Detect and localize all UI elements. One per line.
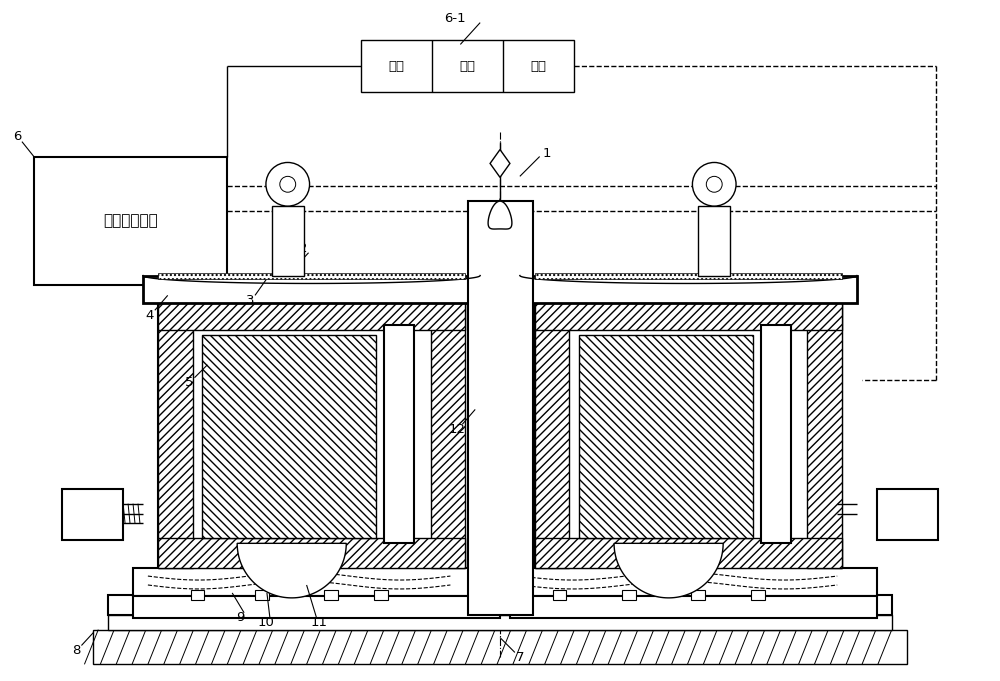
- Text: 11: 11: [311, 616, 328, 629]
- Bar: [191, 590, 204, 600]
- Circle shape: [266, 163, 310, 206]
- Bar: [158, 300, 465, 568]
- Bar: [468, 201, 533, 615]
- Bar: [579, 335, 753, 539]
- Text: 5: 5: [185, 376, 194, 389]
- Circle shape: [692, 163, 736, 206]
- Bar: [158, 272, 465, 279]
- Bar: [158, 300, 465, 330]
- Text: 8: 8: [72, 644, 81, 657]
- Bar: [431, 300, 465, 568]
- Circle shape: [280, 176, 296, 192]
- Text: 10: 10: [257, 616, 274, 629]
- Bar: [520, 276, 857, 303]
- Polygon shape: [614, 543, 723, 598]
- Bar: [535, 300, 569, 568]
- Bar: [108, 615, 892, 630]
- Bar: [158, 300, 193, 568]
- Polygon shape: [488, 201, 512, 229]
- Bar: [324, 590, 338, 600]
- Bar: [761, 325, 791, 543]
- Text: 夹紧: 夹紧: [460, 60, 476, 73]
- Text: 12: 12: [449, 423, 466, 436]
- Bar: [374, 590, 388, 600]
- Bar: [807, 300, 842, 568]
- Bar: [553, 590, 566, 600]
- Text: 3: 3: [246, 294, 254, 307]
- Text: 4: 4: [146, 308, 154, 321]
- Bar: [62, 489, 123, 540]
- Bar: [158, 539, 465, 568]
- Bar: [133, 596, 500, 618]
- Bar: [34, 157, 227, 285]
- Bar: [751, 590, 765, 600]
- Text: 6: 6: [13, 130, 21, 143]
- Bar: [361, 40, 574, 92]
- Text: 2: 2: [299, 242, 308, 255]
- Polygon shape: [237, 543, 346, 598]
- Bar: [877, 489, 938, 540]
- Bar: [510, 596, 877, 618]
- Bar: [535, 539, 842, 568]
- Polygon shape: [490, 150, 510, 177]
- Bar: [133, 568, 500, 596]
- Text: 1: 1: [542, 147, 551, 160]
- Bar: [622, 590, 636, 600]
- Bar: [510, 568, 877, 596]
- Bar: [535, 300, 842, 330]
- Text: 7: 7: [516, 651, 524, 664]
- Text: 9: 9: [236, 612, 244, 624]
- Bar: [108, 595, 892, 615]
- Circle shape: [706, 176, 722, 192]
- Bar: [691, 590, 705, 600]
- Bar: [535, 272, 842, 279]
- Bar: [384, 325, 414, 543]
- Text: 退磁: 退磁: [531, 60, 547, 73]
- Bar: [143, 276, 480, 303]
- Text: 6-1: 6-1: [445, 12, 466, 25]
- Bar: [272, 206, 304, 276]
- Bar: [93, 630, 907, 665]
- Text: 预紧: 预紧: [389, 60, 405, 73]
- Bar: [535, 300, 842, 568]
- Bar: [255, 590, 269, 600]
- Bar: [202, 335, 376, 539]
- Bar: [698, 206, 730, 276]
- Text: 电磁控制单元: 电磁控制单元: [103, 213, 158, 229]
